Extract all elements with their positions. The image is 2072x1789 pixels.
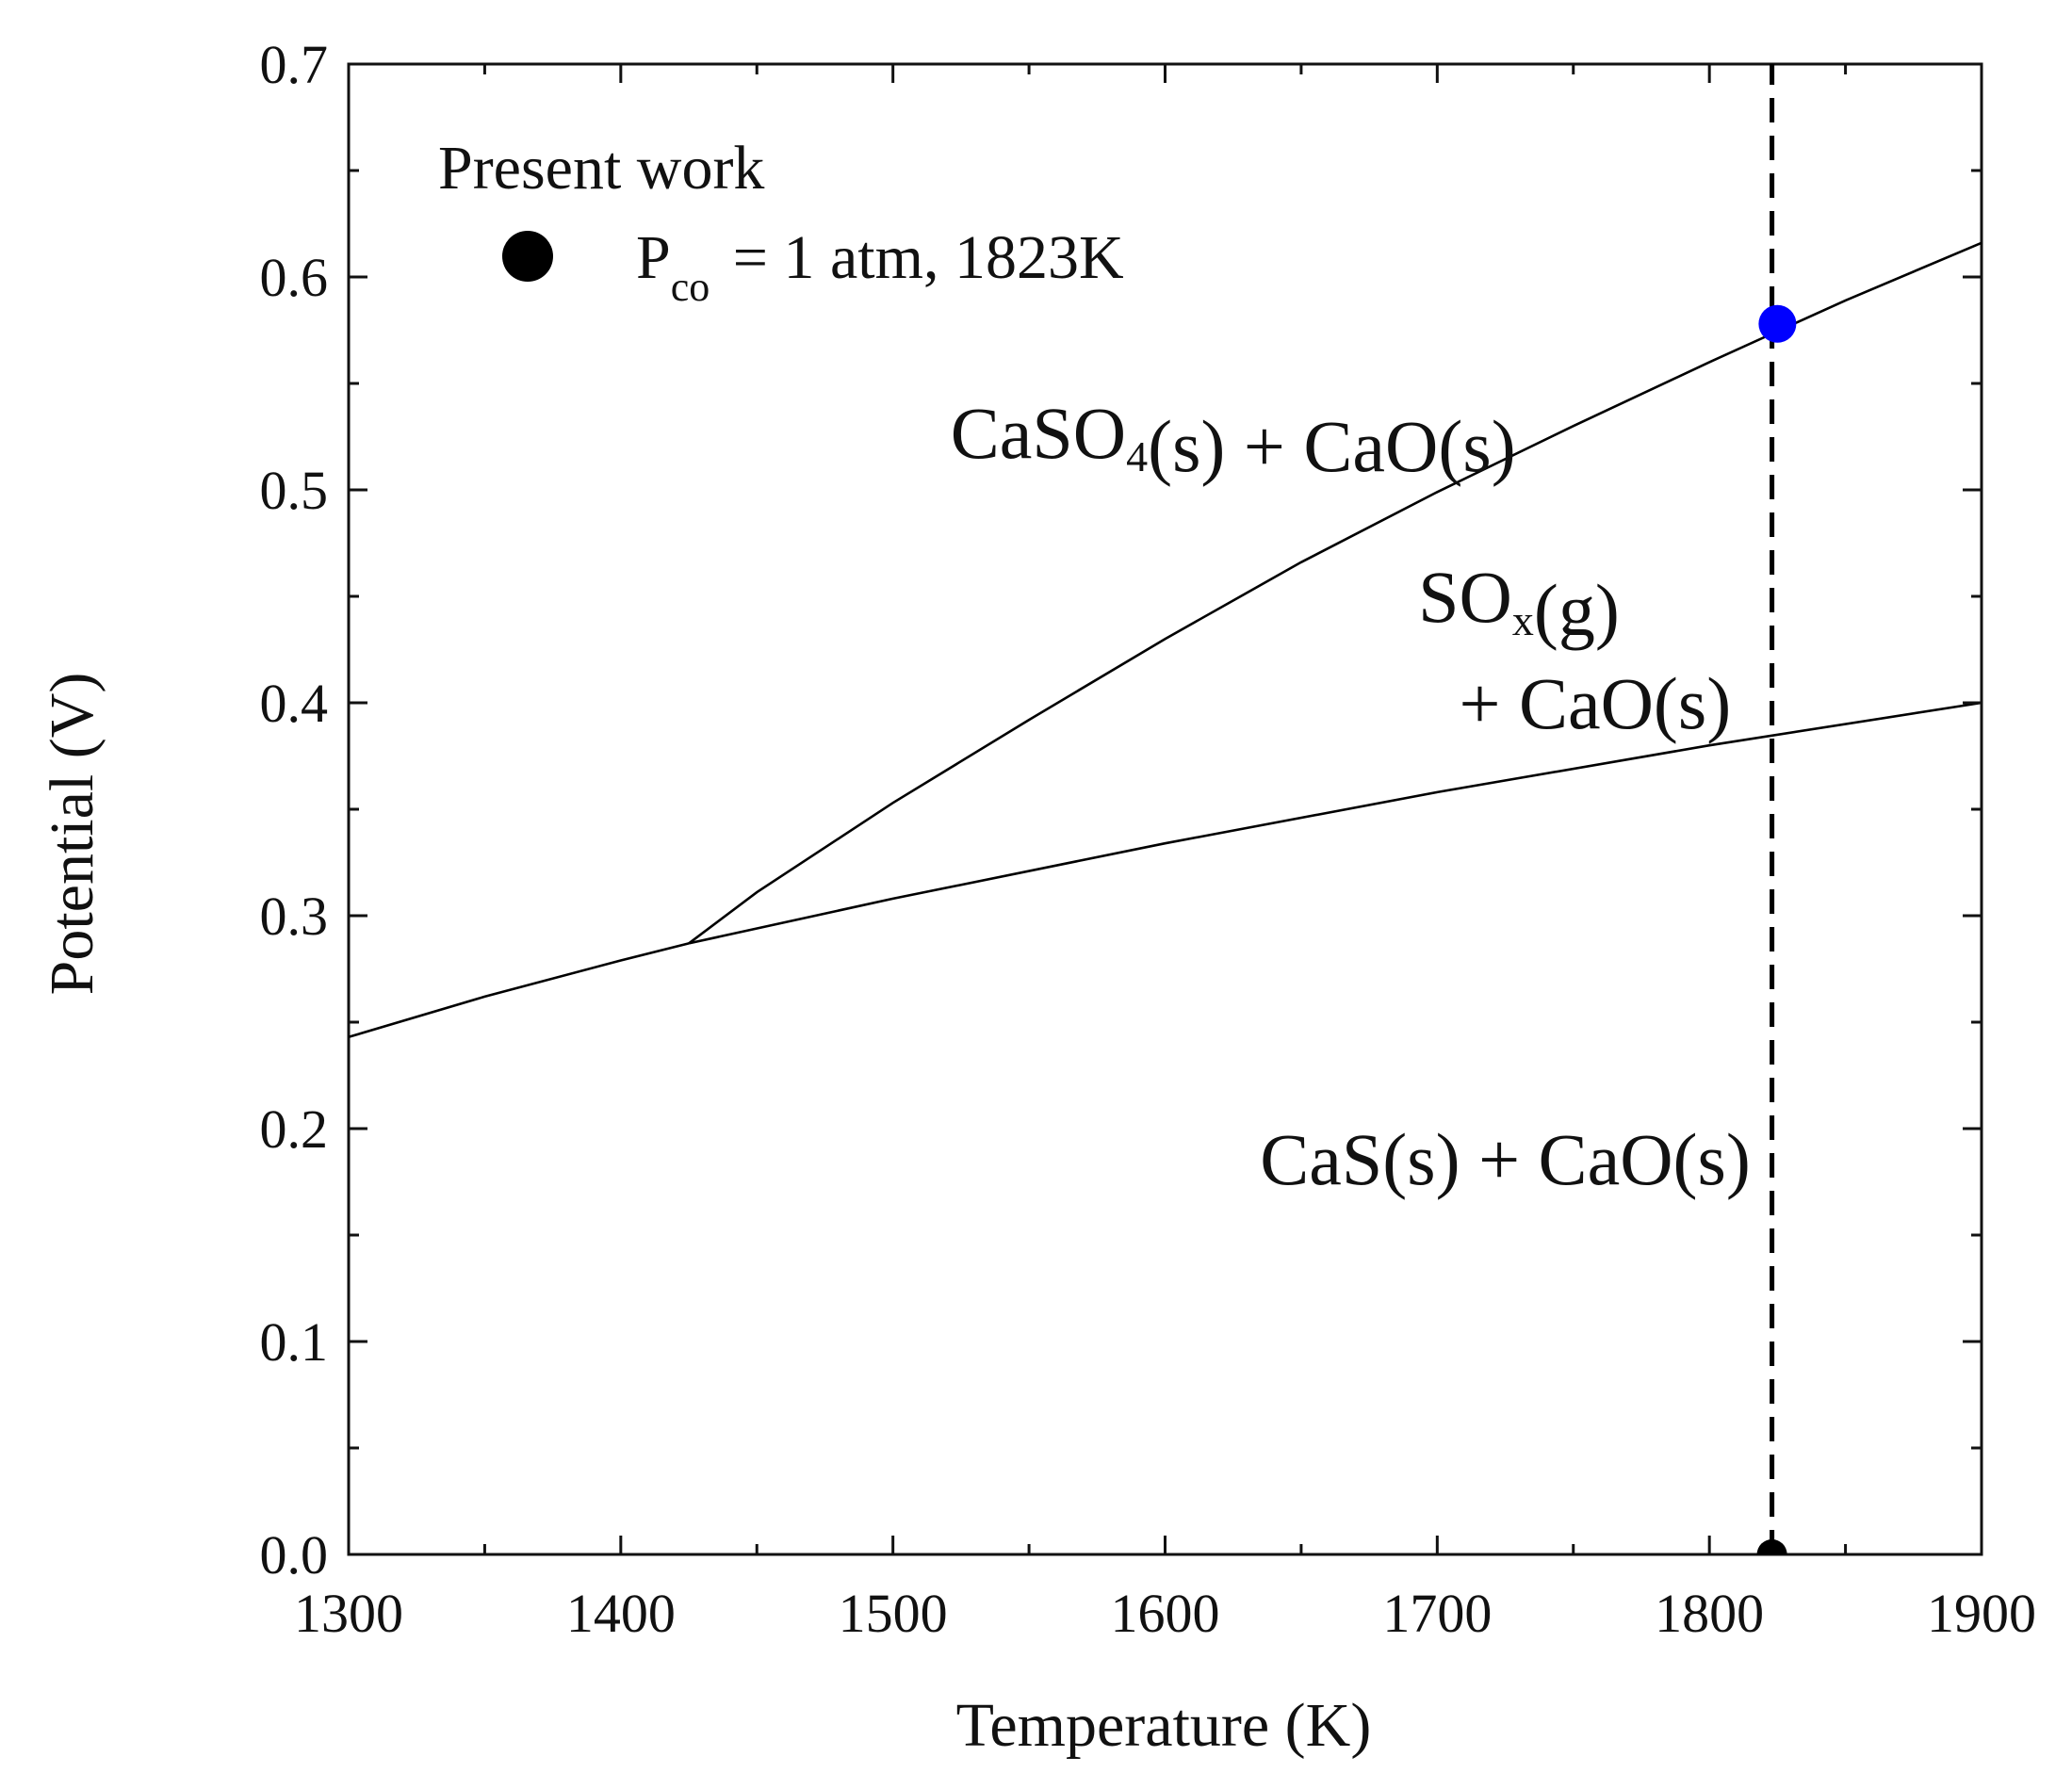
y-tick-label: 0.6 [260, 247, 329, 308]
data-point-1 [1758, 304, 1797, 343]
legend-entry: Pco = 1 atm, 1823K [636, 223, 1124, 310]
series-line-2 [688, 701, 1982, 945]
y-axis-title: Potential (V) [38, 673, 106, 996]
axes-layer: 1300 1400 1500 1600 1700 1800 1900 0.0 0.1 0.2 0.3… [260, 34, 2037, 1644]
y-tick-label: 0.0 [260, 1524, 329, 1586]
y-tick-label: 0.7 [260, 34, 329, 95]
x-tick-label: 1900 [1927, 1583, 2036, 1644]
region-label-3: + CaO(s) [1459, 662, 1731, 744]
data-point-2 [1756, 1539, 1787, 1554]
points-layer [1756, 304, 1797, 1554]
y-tick-label: 0.3 [260, 886, 329, 947]
y-tick-label: 0.1 [260, 1311, 329, 1373]
y-tick-label: 0.2 [260, 1098, 329, 1160]
x-tick-label: 1400 [566, 1583, 676, 1644]
annotations-layer: CaSO4(s) + CaO(s) SOx(g) + CaO(s) CaS(s) + … [951, 392, 1751, 1200]
region-label-4: CaS(s) + CaO(s) [1260, 1118, 1751, 1200]
y-tick-label: 0.4 [260, 673, 329, 734]
x-tick-label: 1300 [294, 1583, 403, 1644]
region-label-2: SOx(g) [1418, 556, 1620, 651]
y-tick-label: 0.5 [260, 460, 329, 521]
series-layer [348, 64, 1982, 1554]
x-tick-label: 1800 [1655, 1583, 1764, 1644]
legend-marker [502, 231, 553, 282]
legend-title: Present work [438, 134, 764, 203]
plot-area [347, 62, 1983, 1556]
x-tick-label: 1700 [1382, 1583, 1492, 1644]
x-tick-label: 1500 [839, 1583, 948, 1644]
series-line-3 [688, 241, 1982, 945]
series-line-1 [348, 942, 690, 1039]
region-label-1: CaSO4(s) + CaO(s) [951, 392, 1516, 487]
plot-frame [347, 62, 1983, 1556]
x-tick-label: 1600 [1111, 1583, 1220, 1644]
x-axis-title: Temperature (K) [956, 1691, 1372, 1760]
legend: Present work Pco = 1 atm, 1823K [438, 134, 1124, 310]
